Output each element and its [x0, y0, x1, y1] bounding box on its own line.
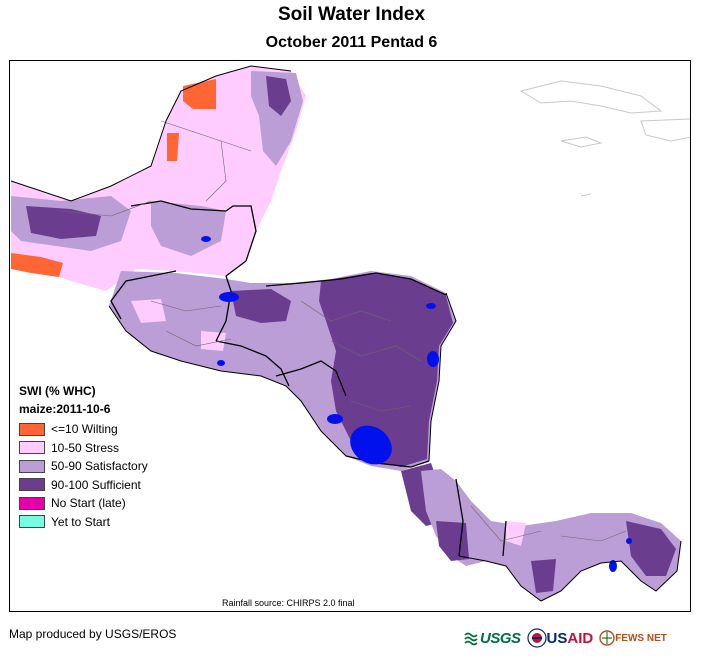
legend-item-yet-to-start: Yet to Start: [19, 513, 148, 532]
legend-label: <=10 Wilting: [51, 422, 118, 437]
usaid-wordmark: USAID: [547, 630, 594, 647]
legend-item-wilting: <=10 Wilting: [19, 420, 148, 439]
fews-net-wordmark: FEWS NET: [615, 632, 667, 644]
logo-strip: USGS USAID FEWS NET: [464, 622, 696, 654]
rainfall-source-note: Rainfall source: CHIRPS 2.0 final: [222, 598, 355, 608]
lake-nicaragua: [350, 425, 392, 465]
legend-swatch: [19, 478, 45, 492]
legend-swatch: [19, 496, 45, 510]
legend-label: 10-50 Stress: [51, 440, 120, 455]
map-frame: [9, 60, 691, 612]
legend-label: 90-100 Sufficient: [51, 477, 141, 492]
legend-item-satisfactory: 50-90 Satisfactory: [19, 457, 148, 476]
legend-subtitle: maize:2011-10-6: [19, 402, 111, 416]
country-borders: [110, 200, 507, 557]
legend-swatch: [19, 441, 45, 455]
usaid-us: US: [546, 629, 568, 647]
lakes: [201, 236, 632, 572]
jamaica-outline: [560, 136, 603, 148]
map-credit: Map produced by USGS/EROS: [9, 627, 177, 641]
usaid-logo: USAID: [526, 628, 594, 648]
fews-net-globe-icon: [599, 630, 615, 646]
cuba-outline: [519, 80, 663, 114]
legend-label: 50-90 Satisfactory: [51, 459, 148, 474]
map-canvas: [10, 65, 690, 602]
legend-title: SWI (% WHC): [19, 384, 96, 398]
legend-label: Yet to Start: [51, 514, 110, 529]
legend-item-sufficient: 90-100 Sufficient: [19, 476, 148, 495]
usgs-wordmark: USGS: [480, 629, 521, 647]
legend-item-stress: 10-50 Stress: [19, 439, 148, 458]
lake-izabal: [219, 292, 239, 302]
usaid-seal-icon: [526, 628, 547, 648]
central-america-south: [421, 469, 681, 601]
legend-swatch: [19, 422, 45, 436]
usgs-wave-icon: [464, 632, 478, 646]
legend-item-no-start: No Start (late): [19, 494, 148, 513]
legend-label: No Start (late): [51, 496, 126, 511]
map-title: Soil Water Index: [277, 4, 426, 25]
legend: SWI (% WHC) maize:2011-10-6 <=10 Wilting…: [19, 382, 148, 531]
caymans-outline: [580, 193, 592, 197]
hispaniola-outline: [640, 118, 690, 142]
legend-swatch: [19, 459, 45, 473]
usaid-aid: AID: [567, 629, 594, 647]
coastline: [10, 65, 682, 602]
legend-swatch: [19, 515, 45, 529]
fews-net-logo: FEWS NET: [599, 630, 667, 646]
usgs-logo: USGS: [464, 630, 521, 647]
map-subtitle: October 2011 Pentad 6: [265, 34, 438, 51]
admin-boundaries: [60, 120, 627, 542]
lake-managua: [327, 414, 343, 424]
